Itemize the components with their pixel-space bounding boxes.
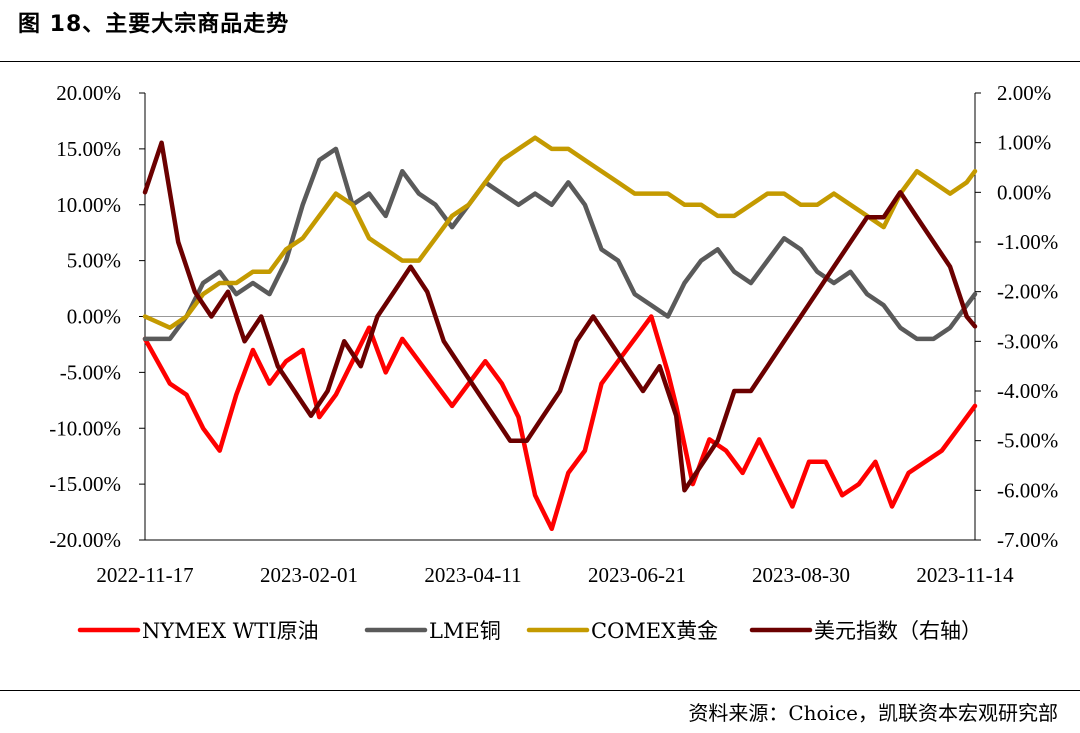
chart-title: 图 18、主要大宗商品走势 [18,12,290,37]
series-layer [142,135,978,532]
left-tick-label: -20.00% [49,528,121,552]
x-tick-label: 2023-02-01 [260,563,358,587]
left-tick-label: 15.00% [56,137,121,161]
bottom-rule [0,690,1080,691]
series-line-3 [142,140,978,493]
series-line-2 [142,135,978,330]
source-note: 资料来源：Choice，凯联资本宏观研究部 [688,701,1058,725]
x-tick-label: 2023-08-30 [752,563,850,587]
x-tick-label: 2023-06-21 [588,563,686,587]
right-tick-label: 1.00% [997,131,1051,155]
axes-layer: 20.00% 15.00% 10.00% 5.00% 0.00% -5.00% -10.00… [49,81,1058,587]
left-tick-label: 10.00% [56,193,121,217]
series-line-0 [142,314,978,532]
right-tick-label: -3.00% [997,329,1058,353]
right-tick-label: -4.00% [997,379,1058,403]
right-tick-label: -2.00% [997,280,1058,304]
left-tick-label: 20.00% [56,81,121,105]
right-tick-label: -1.00% [997,230,1058,254]
x-tick-label: 2023-04-11 [424,563,521,587]
right-tick-label: -7.00% [997,528,1058,552]
x-tick-label: 2023-11-14 [916,563,1014,587]
line-chart: 20.00% 15.00% 10.00% 5.00% 0.00% -5.00% -10.00… [49,81,1058,643]
right-tick-label: -6.00% [997,478,1058,502]
left-tick-label: 5.00% [67,249,121,273]
legend: NYMEX WTI原油 LME铜 COMEX黄金 美元指数（右轴） [77,619,982,643]
legend-label: NYMEX WTI原油 [142,619,319,643]
left-tick-label: -5.00% [60,360,121,384]
left-tick-label: -10.00% [49,416,121,440]
legend-label: 美元指数（右轴） [814,619,982,643]
left-tick-label: -15.00% [49,472,121,496]
series-line-1 [142,146,978,342]
top-rule [0,61,1080,62]
x-tick-label: 2022-11-17 [96,563,193,587]
right-tick-label: 0.00% [997,180,1051,204]
legend-label: COMEX黄金 [591,619,718,643]
left-tick-label: 0.00% [67,305,121,329]
right-tick-label: -5.00% [997,429,1058,453]
legend-label: LME铜 [429,619,501,643]
right-tick-label: 2.00% [997,81,1051,105]
